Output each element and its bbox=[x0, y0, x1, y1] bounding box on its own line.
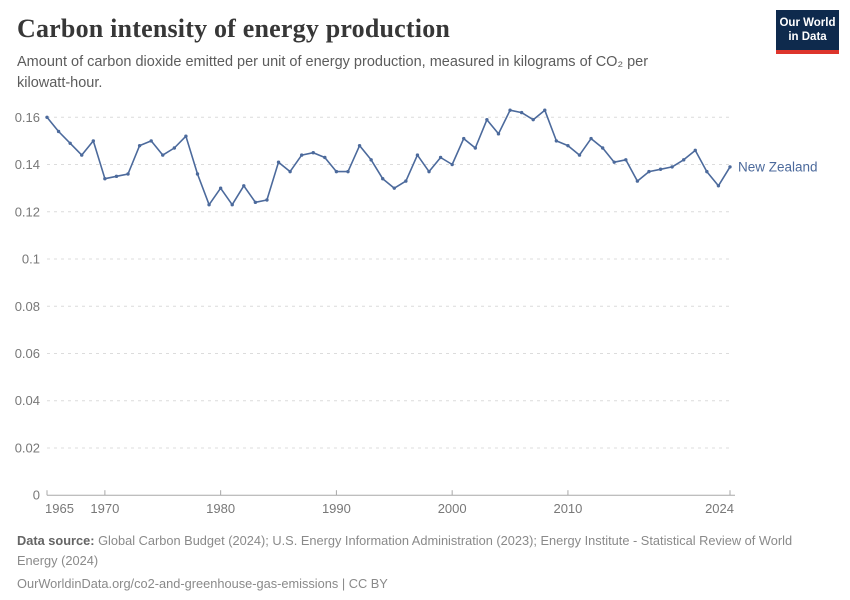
data-point bbox=[149, 139, 153, 143]
data-source-label: Data source: bbox=[17, 533, 95, 548]
y-tick-label: 0.02 bbox=[15, 440, 40, 455]
data-point bbox=[276, 160, 281, 164]
data-point bbox=[299, 153, 304, 157]
data-point bbox=[577, 153, 582, 157]
data-point bbox=[554, 139, 559, 143]
x-tick-label: 1980 bbox=[206, 501, 235, 516]
data-point bbox=[508, 108, 512, 112]
y-tick-label: 0.12 bbox=[15, 204, 40, 219]
data-point bbox=[496, 132, 501, 136]
data-point bbox=[543, 108, 547, 112]
data-point bbox=[427, 169, 431, 174]
data-point bbox=[716, 184, 721, 188]
data-point bbox=[624, 158, 628, 162]
data-point bbox=[103, 177, 107, 181]
data-point bbox=[612, 160, 616, 164]
data-point bbox=[392, 186, 396, 190]
data-point bbox=[91, 139, 96, 143]
data-point bbox=[137, 143, 142, 148]
x-tick-label: 2000 bbox=[438, 501, 467, 516]
data-point bbox=[531, 117, 535, 122]
data-point bbox=[218, 186, 223, 190]
data-point bbox=[207, 202, 211, 207]
data-point bbox=[242, 184, 246, 188]
owid-url-link[interactable]: OurWorldinData.org/co2-and-greenhouse-ga… bbox=[17, 575, 339, 591]
data-point bbox=[230, 202, 234, 207]
data-point bbox=[728, 165, 732, 169]
data-point bbox=[68, 141, 72, 145]
data-point bbox=[369, 158, 373, 162]
data-source-text: Global Carbon Budget (2024); U.S. Energy… bbox=[17, 533, 793, 568]
data-point bbox=[450, 162, 454, 167]
series-label[interactable]: New Zealand bbox=[738, 159, 818, 174]
data-point bbox=[45, 115, 49, 120]
data-point bbox=[265, 198, 269, 202]
data-point bbox=[346, 169, 350, 174]
data-line[interactable] bbox=[46, 109, 731, 206]
data-point bbox=[705, 169, 709, 174]
page-title: Carbon intensity of energy production bbox=[17, 14, 451, 43]
cc-by-link[interactable]: CC BY bbox=[348, 575, 388, 591]
data-point bbox=[184, 134, 188, 138]
separator: | bbox=[338, 575, 349, 591]
y-tick-label: 0.1 bbox=[22, 252, 40, 267]
data-point bbox=[357, 143, 362, 148]
data-point bbox=[80, 153, 84, 157]
data-point bbox=[172, 146, 177, 150]
data-point bbox=[415, 153, 420, 157]
chart-subtitle: Amount of carbon dioxide emitted per uni… bbox=[17, 54, 649, 92]
data-point bbox=[161, 153, 165, 157]
y-tick-label: 0 bbox=[33, 488, 40, 503]
x-tick-label: 1965 bbox=[45, 501, 74, 516]
data-point bbox=[126, 172, 130, 176]
data-point bbox=[485, 117, 489, 122]
data-point bbox=[600, 146, 605, 150]
y-tick-label: 0.16 bbox=[15, 110, 40, 125]
y-tick-label: 0.14 bbox=[15, 157, 40, 172]
data-point bbox=[334, 169, 339, 174]
data-point bbox=[473, 146, 478, 150]
chart-footer: Data source: Global Carbon Budget (2024)… bbox=[17, 531, 821, 593]
data-point bbox=[288, 169, 292, 174]
data-point bbox=[635, 179, 640, 183]
data-point bbox=[670, 165, 674, 169]
owid-logo[interactable]: Our World in Data bbox=[776, 10, 839, 54]
data-point bbox=[56, 129, 61, 134]
data-point bbox=[195, 172, 200, 176]
data-point bbox=[311, 151, 315, 155]
x-tick-label: 1970 bbox=[90, 501, 119, 516]
data-point bbox=[462, 136, 466, 141]
data-point bbox=[681, 158, 686, 162]
data-point bbox=[438, 155, 443, 160]
y-tick-label: 0.06 bbox=[15, 346, 40, 361]
citation-line: OurWorldinData.org/co2-and-greenhouse-ga… bbox=[17, 574, 821, 594]
y-tick-label: 0.04 bbox=[15, 393, 40, 408]
x-tick-label: 2010 bbox=[553, 501, 582, 516]
data-point bbox=[381, 177, 385, 181]
data-point bbox=[253, 200, 258, 205]
data-point bbox=[589, 136, 593, 141]
owid-logo-line1: Our World bbox=[779, 17, 836, 29]
y-tick-label: 0.08 bbox=[15, 299, 40, 314]
x-tick-label: 1990 bbox=[322, 501, 351, 516]
x-tick-label: 2024 bbox=[705, 501, 734, 516]
data-point bbox=[693, 148, 697, 153]
data-point bbox=[404, 179, 408, 183]
owid-logo-line2: in Data bbox=[788, 31, 827, 44]
data-point bbox=[658, 167, 663, 171]
data-point bbox=[566, 143, 570, 148]
data-point bbox=[647, 169, 651, 174]
data-point bbox=[323, 155, 327, 160]
data-point bbox=[519, 110, 524, 115]
data-point bbox=[114, 174, 119, 179]
data-source-line: Data source: Global Carbon Budget (2024)… bbox=[17, 531, 821, 571]
